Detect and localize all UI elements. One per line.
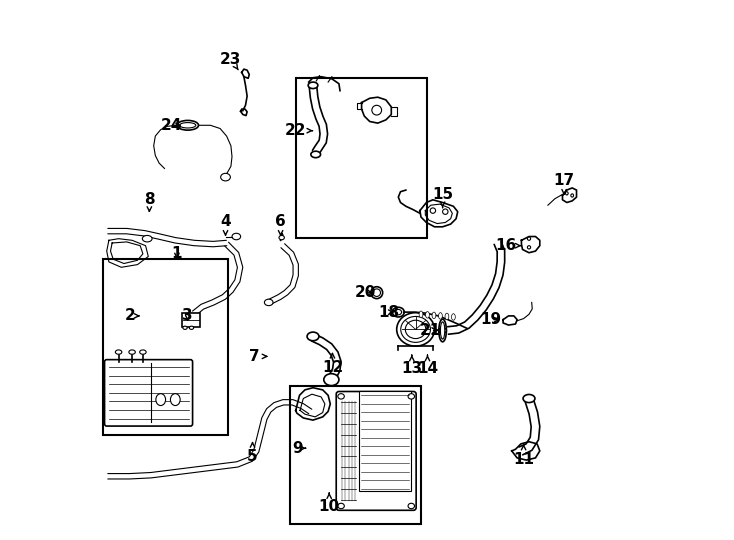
Text: 7: 7 xyxy=(250,349,266,364)
Text: 21: 21 xyxy=(420,323,441,338)
Text: 14: 14 xyxy=(417,355,438,376)
Bar xyxy=(103,259,228,435)
Ellipse shape xyxy=(528,246,531,249)
Ellipse shape xyxy=(338,503,344,509)
Ellipse shape xyxy=(139,350,146,354)
FancyBboxPatch shape xyxy=(104,360,192,426)
Ellipse shape xyxy=(232,233,241,240)
Ellipse shape xyxy=(439,328,446,333)
Text: 15: 15 xyxy=(432,187,453,207)
Ellipse shape xyxy=(523,394,535,403)
Text: 2: 2 xyxy=(125,308,139,323)
Ellipse shape xyxy=(183,326,187,329)
Ellipse shape xyxy=(528,237,531,240)
Ellipse shape xyxy=(371,287,382,299)
Ellipse shape xyxy=(393,307,404,317)
Ellipse shape xyxy=(440,322,445,339)
Ellipse shape xyxy=(221,173,230,181)
Text: 3: 3 xyxy=(183,308,193,323)
Text: 13: 13 xyxy=(401,355,422,376)
Text: 18: 18 xyxy=(378,305,399,320)
Ellipse shape xyxy=(405,320,426,339)
Ellipse shape xyxy=(373,289,380,296)
Ellipse shape xyxy=(338,394,344,399)
Bar xyxy=(291,386,421,524)
Ellipse shape xyxy=(445,313,448,320)
Ellipse shape xyxy=(372,105,382,115)
Ellipse shape xyxy=(408,394,415,399)
Ellipse shape xyxy=(308,82,318,89)
Ellipse shape xyxy=(426,312,429,318)
Ellipse shape xyxy=(395,309,401,315)
Bar xyxy=(360,392,411,491)
Ellipse shape xyxy=(307,332,319,341)
Text: 16: 16 xyxy=(495,238,520,253)
Text: 11: 11 xyxy=(513,446,534,467)
Text: 10: 10 xyxy=(319,494,340,514)
Ellipse shape xyxy=(189,326,194,329)
Ellipse shape xyxy=(129,350,135,354)
Ellipse shape xyxy=(451,314,455,320)
Ellipse shape xyxy=(310,151,321,158)
Ellipse shape xyxy=(430,208,435,213)
Ellipse shape xyxy=(156,394,166,406)
Text: 8: 8 xyxy=(144,192,155,211)
Ellipse shape xyxy=(142,235,152,242)
Bar xyxy=(182,313,200,327)
Ellipse shape xyxy=(438,313,443,319)
Ellipse shape xyxy=(115,350,122,354)
Text: 9: 9 xyxy=(292,441,305,456)
Text: 12: 12 xyxy=(321,354,343,375)
Ellipse shape xyxy=(170,394,180,406)
Ellipse shape xyxy=(565,192,568,195)
Text: 6: 6 xyxy=(275,214,286,235)
Ellipse shape xyxy=(180,123,196,128)
Text: 20: 20 xyxy=(355,285,377,300)
Ellipse shape xyxy=(396,313,435,346)
Ellipse shape xyxy=(571,194,573,197)
Ellipse shape xyxy=(279,235,284,240)
Ellipse shape xyxy=(419,311,423,318)
Text: 22: 22 xyxy=(285,123,312,138)
Ellipse shape xyxy=(401,316,430,342)
Text: 4: 4 xyxy=(220,214,230,235)
Text: 19: 19 xyxy=(481,312,502,327)
Text: 1: 1 xyxy=(172,246,182,261)
Ellipse shape xyxy=(443,209,448,214)
Ellipse shape xyxy=(408,503,415,509)
FancyBboxPatch shape xyxy=(336,392,416,510)
Text: 23: 23 xyxy=(220,52,241,70)
Ellipse shape xyxy=(264,299,273,306)
Text: 5: 5 xyxy=(247,443,258,464)
Ellipse shape xyxy=(432,312,436,319)
Bar xyxy=(296,78,427,238)
Ellipse shape xyxy=(324,374,339,386)
Ellipse shape xyxy=(439,319,446,342)
Text: 17: 17 xyxy=(553,173,575,194)
Text: 24: 24 xyxy=(161,118,182,133)
Ellipse shape xyxy=(177,120,198,130)
